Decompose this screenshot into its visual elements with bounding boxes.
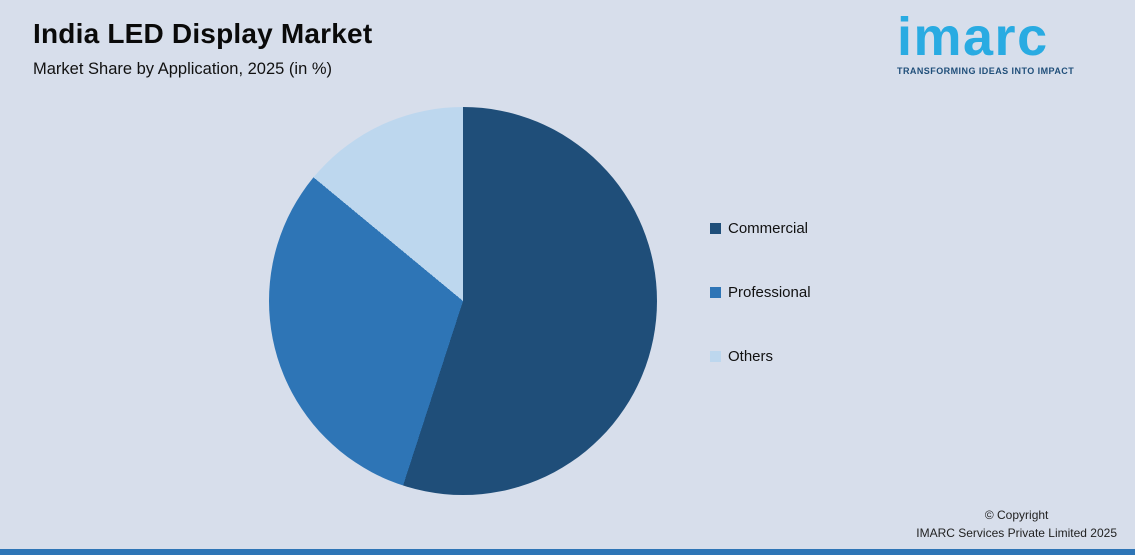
imarc-logo-text: imarc: [897, 7, 1049, 67]
legend-swatch-professional: [710, 286, 721, 298]
legend: Commercial Professional Others: [710, 219, 811, 411]
legend-swatch-others: [710, 350, 721, 362]
bottom-accent-bar: [0, 549, 1135, 555]
copyright-line1: © Copyright: [984, 507, 1049, 522]
legend-label-others: Others: [728, 347, 774, 365]
legend-item-commercial: Commercial: [710, 219, 811, 237]
legend-item-others: Others: [710, 347, 811, 365]
copyright-line2: IMARC Services Private Limited 2025: [916, 526, 1117, 541]
imarc-logo: imarc TRANSFORMING IDEAS INTO IMPACT: [897, 10, 1119, 76]
pie-chart: [269, 107, 657, 495]
legend-label-professional: Professional: [728, 283, 811, 301]
legend-label-commercial: Commercial: [728, 219, 809, 237]
legend-item-professional: Professional: [710, 283, 811, 301]
chart-subtitle: Market Share by Application, 2025 (in %): [33, 60, 332, 78]
imarc-logo-tagline: TRANSFORMING IDEAS INTO IMPACT: [897, 66, 1075, 76]
chart-title: India LED Display Market: [33, 18, 373, 49]
copyright: © Copyright IMARC Services Private Limit…: [916, 506, 1117, 543]
legend-swatch-commercial: [710, 222, 721, 234]
